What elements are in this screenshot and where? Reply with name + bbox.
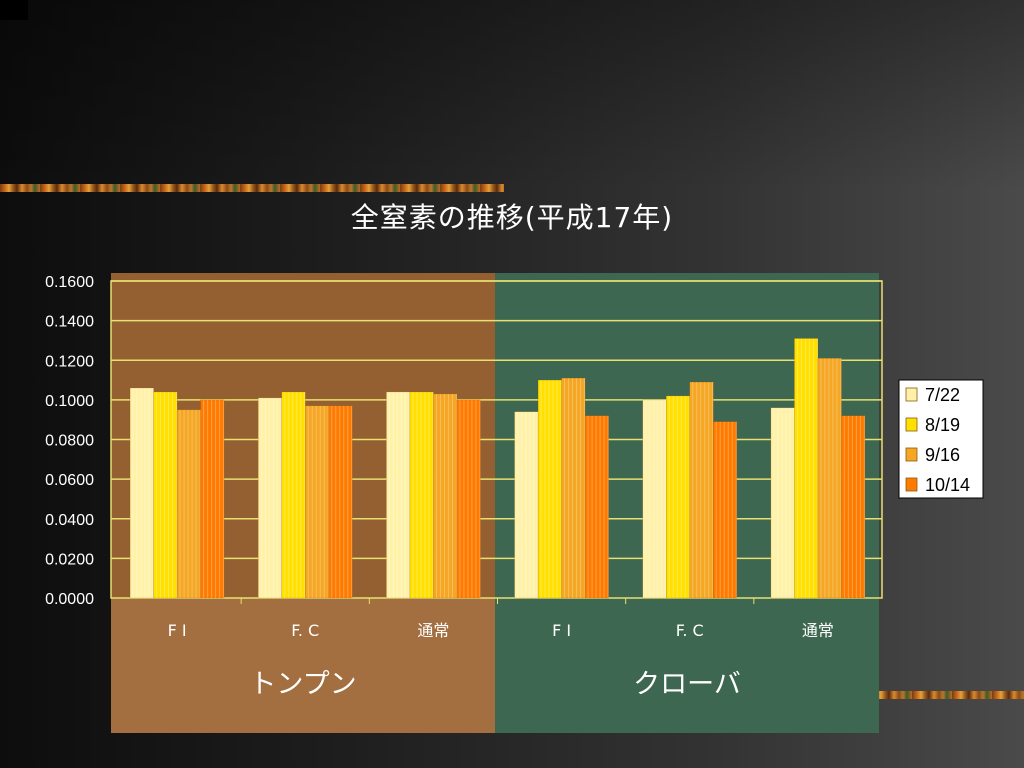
x-tick-label: 通常 [802,621,834,640]
x-tick-label: F I [168,621,187,640]
y-tick-label: 0.1000 [45,393,94,410]
bar [409,391,434,599]
chart-title: 全窒素の推移(平成17年) [350,201,674,234]
x-tick-label: F I [552,621,571,640]
bar [200,399,225,599]
y-tick-label: 0.0200 [45,551,94,568]
bar [456,399,481,599]
legend-label: 7/22 [925,385,960,405]
legend-swatch [905,447,918,462]
bar [537,379,562,599]
y-tick-label: 0.0000 [45,591,94,608]
group-panel-clover-lower [495,598,879,733]
legend-swatch [905,477,918,492]
y-tick-label: 0.0400 [45,512,94,529]
x-tick-label: F. C [676,621,704,640]
bar [770,407,795,599]
y-tick-label: 0.1200 [45,353,94,370]
bar [129,387,154,599]
bar [305,405,329,599]
group-label-tonpun: トンプン [249,669,357,700]
bar [386,391,411,599]
x-tick-label: 通常 [417,621,449,640]
bar [584,415,609,599]
bar [153,391,178,599]
legend-swatch [905,417,918,432]
bar [328,405,353,599]
legend-swatch [905,387,918,402]
bar [794,338,819,599]
bar [561,377,586,599]
bar [514,411,539,599]
bar [281,391,306,599]
bar [433,393,458,599]
plot-border [110,280,883,599]
corner-block [0,0,28,20]
bar [689,381,714,599]
bar [817,358,842,599]
legend-label: 8/19 [925,415,960,435]
bar [666,395,690,599]
bar [176,409,201,599]
bar [841,415,866,599]
y-tick-label: 0.0800 [45,433,94,450]
x-tick-label: F. C [291,621,319,640]
bar [713,421,737,599]
group-label-clover: クローバ [633,669,741,700]
bar [258,397,282,599]
slide-top-band [0,0,1024,190]
legend-label: 9/16 [925,445,960,465]
legend-label: 10/14 [925,475,970,495]
y-tick-label: 0.0600 [45,472,94,489]
y-tick-label: 0.1400 [45,314,94,331]
bar [642,399,667,599]
decorative-strip-top [0,184,504,192]
group-panel-tonpun-lower [111,598,495,733]
y-tick-label: 0.1600 [45,274,94,291]
